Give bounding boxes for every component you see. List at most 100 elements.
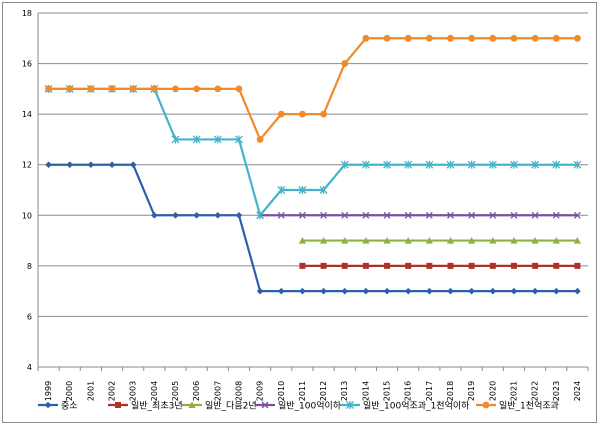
data-point	[150, 85, 158, 93]
series-line	[48, 37, 578, 141]
x-tick-label: 2002	[108, 381, 117, 401]
data-point	[45, 161, 52, 169]
data-point	[531, 211, 539, 219]
data-point	[574, 34, 581, 42]
x-tick-label: 2008	[234, 381, 243, 401]
legend-item: 일반_다음2년	[182, 401, 257, 412]
data-point	[468, 262, 475, 269]
data-point	[341, 211, 349, 219]
data-point	[320, 287, 327, 295]
data-point	[66, 85, 74, 93]
data-point	[383, 236, 391, 244]
x-tick-label: 2004	[150, 381, 159, 401]
data-point	[277, 186, 286, 194]
data-point	[129, 85, 137, 93]
y-tick-label: 16	[22, 60, 32, 69]
data-point	[299, 110, 306, 118]
y-tick-label: 6	[27, 312, 32, 321]
data-point	[467, 160, 476, 169]
data-point	[87, 161, 95, 169]
data-point	[171, 135, 180, 144]
data-point	[361, 160, 370, 169]
data-point	[573, 211, 581, 219]
legend-marker	[346, 401, 354, 409]
data-point	[341, 236, 349, 244]
data-point	[320, 211, 328, 219]
x-tick-label: 2018	[446, 381, 455, 401]
data-point	[299, 262, 306, 269]
data-point	[340, 160, 349, 169]
x-tick-label: 2001	[86, 381, 95, 401]
data-point	[362, 34, 370, 42]
data-point	[87, 85, 95, 93]
data-point	[573, 236, 582, 244]
legend-marker	[261, 401, 269, 409]
legend-item: 일반_100억이하	[255, 400, 342, 412]
data-point	[214, 211, 222, 219]
data-point	[298, 236, 307, 244]
data-point	[384, 262, 391, 269]
y-tick-label: 18	[22, 9, 32, 18]
series-3	[298, 236, 582, 244]
legend-marker	[44, 401, 52, 409]
x-tick-label: 2010	[277, 381, 286, 401]
data-point	[425, 211, 433, 219]
x-tick-label: 2003	[129, 381, 138, 401]
data-point	[404, 236, 412, 244]
data-point	[468, 34, 476, 42]
data-point	[447, 287, 454, 295]
x-tick-label: 2023	[552, 381, 561, 401]
x-tick-label: 1999	[44, 381, 53, 401]
data-point	[362, 211, 370, 219]
series-6	[45, 34, 581, 143]
data-point	[425, 160, 434, 169]
data-point	[425, 34, 433, 42]
legend-item: 일반_최초3년	[108, 401, 183, 412]
data-point	[256, 211, 265, 220]
data-point	[447, 262, 454, 269]
series-2	[299, 262, 581, 269]
data-point	[510, 236, 518, 244]
legend-label: 일반_다음2년	[205, 401, 257, 412]
y-tick-label: 12	[22, 161, 32, 170]
series-line	[48, 163, 578, 293]
data-point	[404, 160, 413, 169]
data-point	[383, 211, 391, 219]
data-point	[489, 262, 496, 269]
data-point	[108, 85, 116, 93]
x-tick-label: 2009	[256, 381, 265, 401]
data-point	[193, 211, 200, 219]
data-point	[341, 287, 349, 295]
x-tick-label: 2019	[467, 381, 476, 401]
data-point	[510, 160, 518, 169]
data-point	[193, 85, 201, 93]
legend-label: 일반_최초3년	[131, 401, 183, 412]
y-tick-label: 8	[27, 262, 32, 271]
data-point	[447, 211, 454, 219]
y-axis-ticks: 4 6 8 10 12 14 16 18	[22, 9, 32, 372]
data-point	[341, 60, 349, 67]
data-point	[574, 262, 581, 269]
x-tick-label: 2015	[383, 381, 392, 401]
x-tick-label: 2007	[213, 381, 222, 401]
data-point	[298, 211, 306, 219]
data-point	[151, 211, 158, 219]
data-point	[446, 160, 455, 169]
data-point	[531, 160, 540, 169]
data-point	[235, 211, 243, 219]
legend-marker	[188, 401, 196, 408]
data-point	[277, 211, 285, 219]
data-point	[319, 186, 328, 194]
x-axis-ticks: 1999 2000 2001 2002 2003 2004 2005 2006 2007 2008…	[37, 367, 589, 401]
legend-label: 일반_100억이하	[278, 400, 342, 412]
legend-item: 일반_1천억조과	[476, 400, 559, 412]
data-point	[404, 287, 412, 295]
data-point	[108, 161, 116, 169]
data-point	[277, 110, 285, 118]
data-point	[405, 262, 412, 269]
data-point	[552, 287, 560, 295]
data-point	[404, 34, 412, 42]
x-tick-label: 2020	[488, 381, 497, 401]
data-point	[383, 160, 391, 169]
data-point	[489, 287, 497, 295]
